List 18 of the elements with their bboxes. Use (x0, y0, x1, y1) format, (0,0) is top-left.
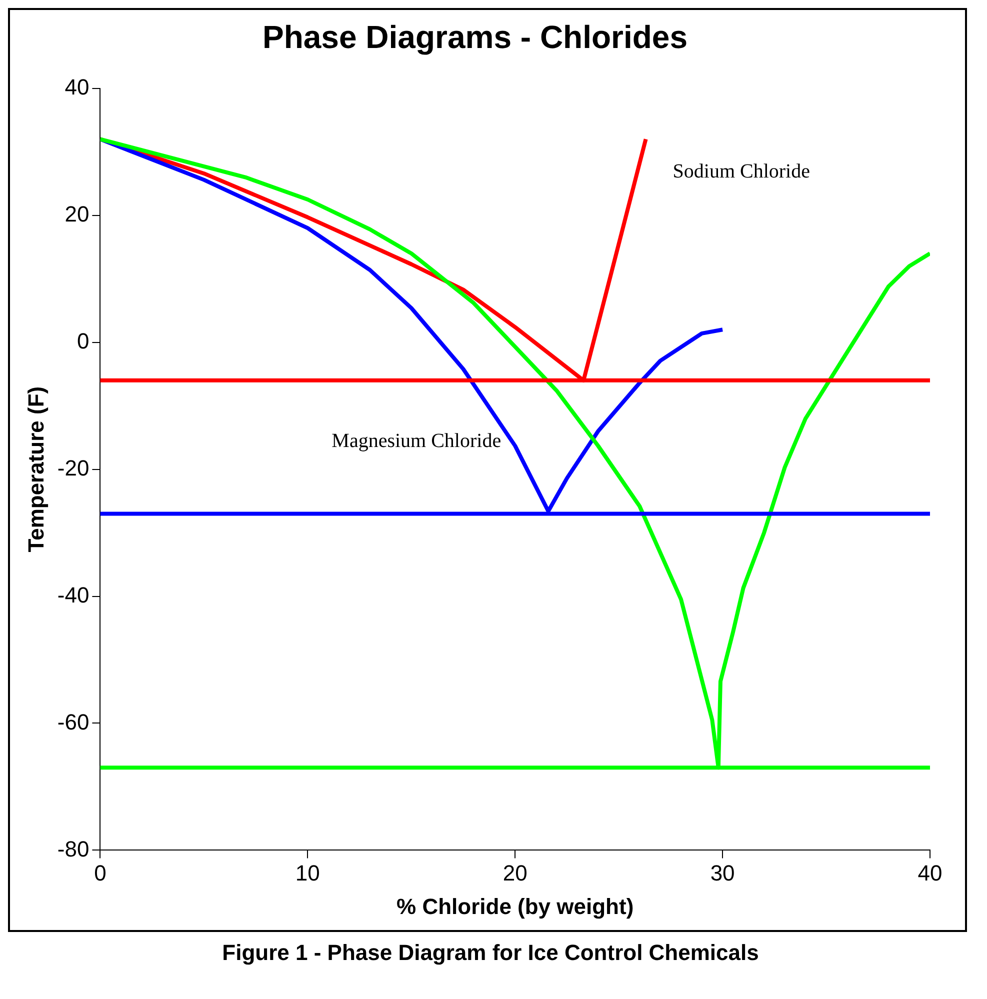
series-label: Magnesium Chloride (332, 430, 502, 452)
y-tick-label: 20 (64, 201, 90, 226)
y-tick-label: -40 (57, 582, 90, 608)
y-axis-title: Temperature (F) (23, 386, 48, 552)
y-tick-label: -60 (57, 709, 90, 734)
caption: Figure 1 - Phase Diagram for Ice Control Chemicals (221, 940, 760, 966)
y-tick-label: 40 (64, 74, 90, 100)
series-label: Sodium Chloride (672, 160, 810, 182)
y-tick-label: 0 (76, 328, 90, 354)
x-tick-label: 40 (918, 860, 942, 886)
x-tick-label: 0 (94, 860, 106, 886)
y-tick-label: -80 (57, 836, 90, 862)
x-tick-label: 20 (502, 860, 528, 886)
x-tick-label: 30 (710, 860, 735, 886)
chart-title: Phase Diagrams - Chlorides (262, 19, 688, 56)
y-tick-label: -20 (57, 455, 90, 480)
x-axis-title: % Chloride (by weight) (396, 894, 634, 919)
x-tick-label: 10 (295, 860, 320, 886)
